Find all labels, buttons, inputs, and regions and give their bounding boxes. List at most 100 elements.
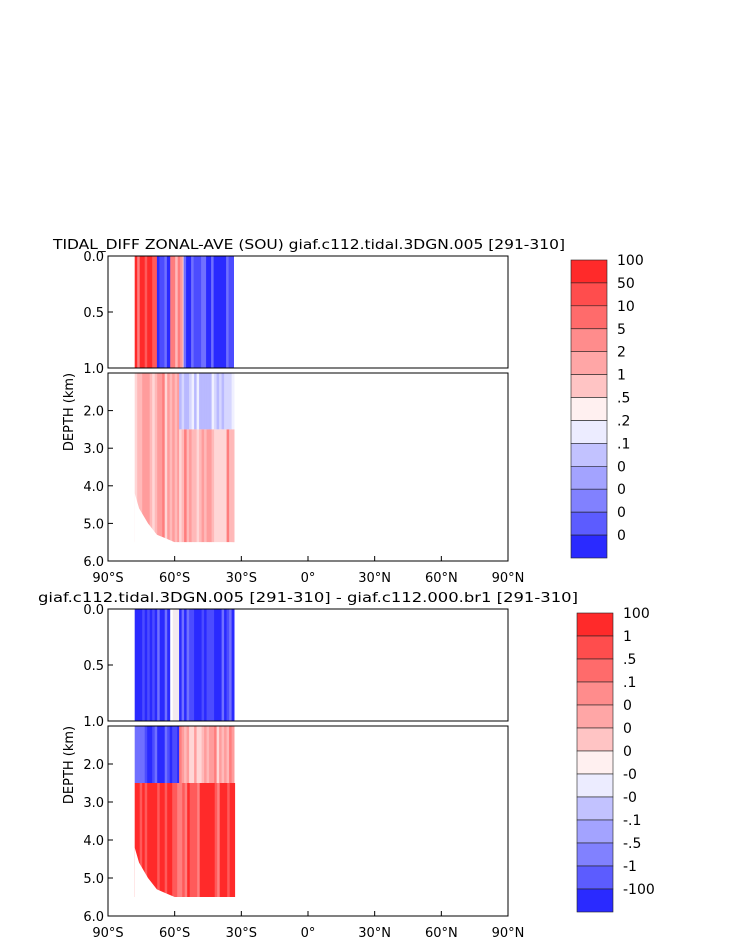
colorbar-swatch: [570, 488, 608, 513]
panel-2-heatmap: [134, 609, 236, 916]
heat-cell: [154, 783, 158, 897]
heat-cell: [223, 256, 227, 368]
heat-cell: [170, 256, 174, 368]
heat-cell: [179, 429, 182, 543]
heat-cell: [149, 783, 153, 897]
x-tick-label: 30°N: [358, 926, 391, 941]
panel-1: TIDAL_DIFF ZONAL-AVE (SOU) giaf.c112.tid…: [52, 238, 644, 586]
heat-cell: [175, 256, 179, 368]
heat-cell: [214, 609, 217, 721]
colorbar-swatch: [570, 259, 608, 284]
heat-cell: [184, 429, 187, 543]
panel-1-ticks: 90°S 60°S 30°S 0° 30°N 60°N 90°N 0.0 0.5 1.0 2.0 3.…: [83, 250, 524, 586]
heat-cell: [174, 726, 178, 783]
colorbar-swatch: [570, 328, 608, 352]
heat-cell: [154, 726, 158, 783]
colorbar-label: 0: [617, 528, 626, 544]
heat-cell: [139, 609, 143, 721]
heat-cell: [229, 609, 232, 721]
heat-cell: [206, 373, 210, 430]
colorbar-label: 0: [623, 698, 632, 714]
colorbar-label: 10: [617, 299, 635, 315]
heat-cell: [186, 373, 190, 430]
heat-cell: [222, 783, 226, 897]
heat-cell: [162, 373, 166, 543]
heat-cell: [172, 726, 176, 783]
heat-cell: [221, 726, 225, 783]
y-tick-label: 6.0: [83, 910, 104, 925]
heat-cell: [204, 429, 207, 543]
heat-cell: [224, 783, 228, 897]
heat-cell: [186, 256, 189, 368]
heat-cell: [194, 373, 197, 430]
heat-cell: [144, 373, 148, 543]
heat-cell: [142, 609, 146, 721]
heat-cell: [164, 783, 168, 897]
heat-cell: [179, 609, 182, 721]
heat-cell: [194, 429, 197, 543]
heat-cell: [154, 609, 158, 721]
heat-cell: [164, 609, 168, 721]
heat-cell: [149, 609, 153, 721]
heat-cell: [191, 429, 195, 543]
heat-cell: [188, 256, 192, 368]
heat-cell: [147, 783, 151, 897]
heat-cell: [196, 726, 200, 783]
heat-cell: [181, 373, 185, 430]
y-tick-label: 0.0: [83, 603, 104, 618]
colorbar-swatch: [570, 443, 608, 467]
heat-cell: [208, 256, 212, 368]
heat-cell: [152, 783, 156, 897]
x-tick-label: 30°S: [226, 926, 257, 941]
heat-cell: [209, 373, 212, 430]
heat-cell: [221, 256, 224, 368]
heat-cell: [206, 609, 210, 721]
heat-cell: [231, 726, 235, 783]
heat-cell: [172, 256, 176, 368]
heat-cell: [184, 609, 187, 721]
heat-cell: [204, 373, 207, 430]
y-tick-label: 6.0: [83, 555, 104, 570]
colorbar-label: .5: [617, 391, 630, 407]
heat-cell: [159, 373, 163, 543]
colorbar-swatch: [570, 282, 608, 307]
heat-cell: [229, 726, 232, 783]
heat-cell: [211, 726, 215, 783]
heat-cell: [164, 256, 168, 368]
y-tick-label: 1.0: [83, 362, 104, 377]
colorbar-label: -100: [623, 882, 655, 898]
heat-cell: [186, 429, 190, 543]
heat-cell: [229, 429, 232, 543]
colorbar-swatch: [576, 842, 614, 867]
heat-cell: [172, 609, 176, 721]
x-tick-label: 90°S: [92, 926, 123, 941]
heat-cell: [199, 726, 202, 783]
heat-cell: [203, 256, 207, 368]
heat-cell: [137, 726, 141, 783]
x-tick-label: 60°N: [425, 571, 458, 586]
heat-cell: [142, 256, 146, 368]
heat-cell: [197, 783, 201, 897]
y-tick-label: 1.0: [83, 715, 104, 730]
heat-cell: [169, 373, 173, 543]
heat-cell: [166, 256, 170, 368]
heat-cell: [193, 256, 197, 368]
y-tick-label: 4.0: [83, 480, 104, 495]
heat-cell: [179, 726, 182, 783]
colorbar-swatch: [570, 351, 608, 375]
heat-cell: [174, 373, 178, 543]
heat-cell: [189, 726, 192, 783]
heat-cell: [154, 256, 158, 368]
heat-cell: [142, 373, 146, 543]
y-tick-label: 3.0: [83, 442, 104, 457]
y-tick-label: 4.0: [83, 834, 104, 849]
y-tick-label: 5.0: [83, 872, 104, 887]
colorbar-label: 1: [617, 368, 626, 384]
colorbar-swatch: [570, 511, 608, 536]
x-tick-label: 90°N: [492, 926, 525, 941]
heat-cell: [224, 429, 227, 543]
heat-cell: [172, 373, 176, 543]
heat-cell: [156, 256, 160, 368]
colorbar-label: .2: [617, 414, 630, 430]
